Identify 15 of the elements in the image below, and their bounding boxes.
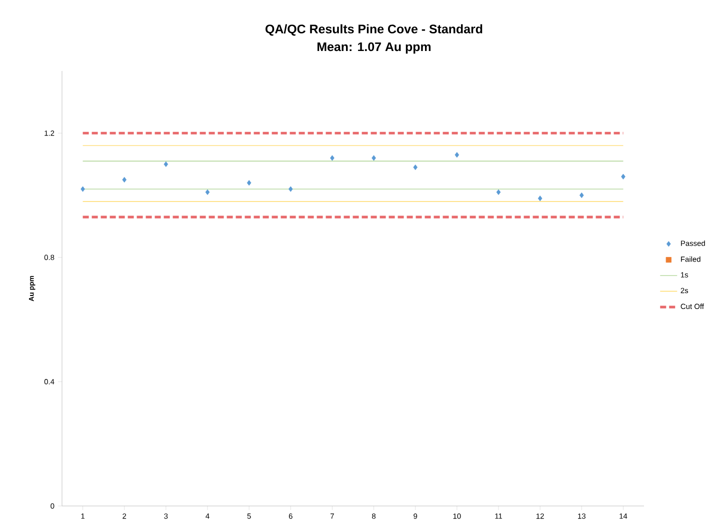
point (288, 186, 293, 192)
point (164, 161, 168, 167)
point (413, 164, 418, 170)
point (80, 186, 85, 192)
chart-title: QA/QC Results Pine Cove - Standard (266, 24, 482, 36)
point (538, 196, 542, 202)
point (372, 155, 376, 161)
chart-subtitle: Mean: 1.07 Au ppm (318, 42, 431, 54)
point (122, 176, 127, 183)
point (496, 189, 501, 195)
point (621, 174, 626, 180)
point (246, 180, 252, 186)
point (205, 189, 210, 195)
point (454, 152, 460, 158)
point (330, 155, 334, 161)
